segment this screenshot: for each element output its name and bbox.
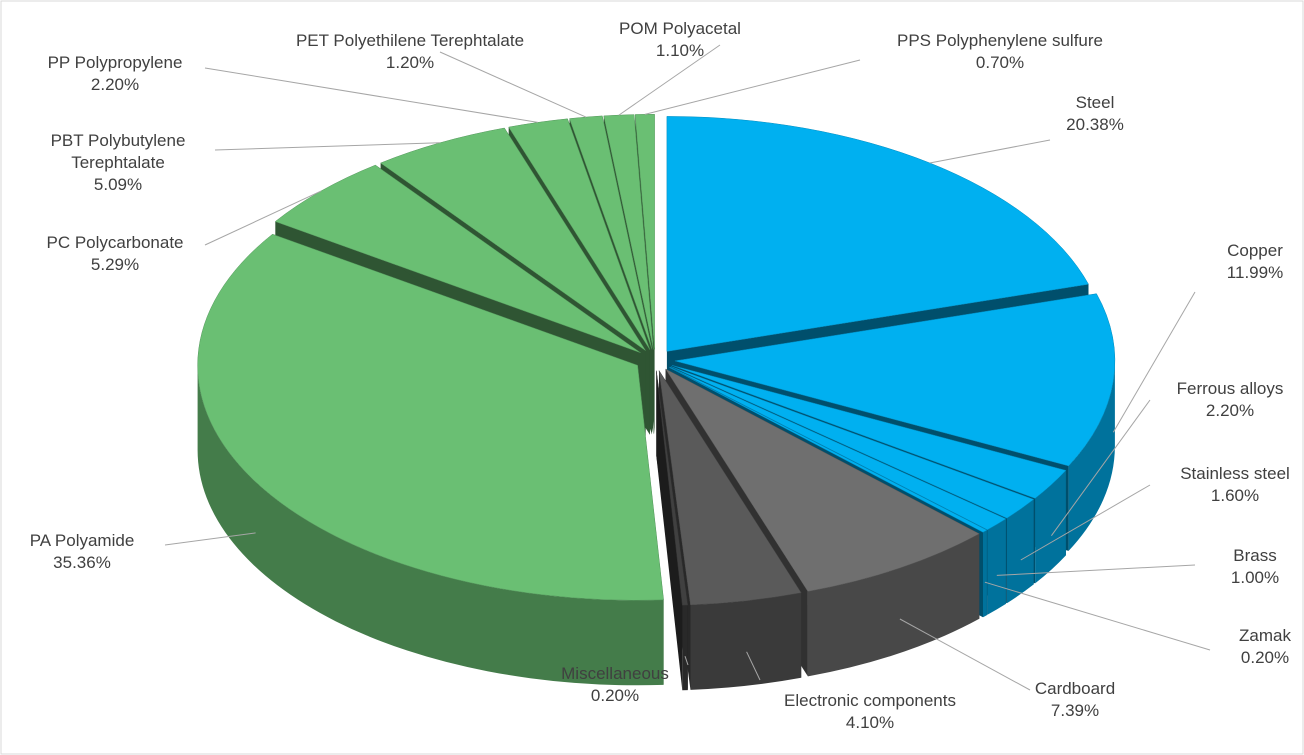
category-label: Cardboard	[1034, 679, 1116, 698]
slice-side	[987, 518, 1006, 615]
category-label: Copper	[1227, 241, 1283, 260]
leader-line	[1050, 399, 1151, 536]
data-label: Miscellaneous 0.20%	[561, 663, 669, 707]
data-label: Electronic components 4.10%	[784, 690, 956, 734]
category-label: PA Polyamide	[29, 531, 135, 550]
slice-side	[807, 533, 980, 677]
slice	[656, 370, 689, 606]
leader-line	[684, 656, 689, 666]
leader-line	[984, 581, 1211, 651]
leader-line	[204, 67, 538, 123]
value-label: 1.20%	[385, 53, 435, 72]
data-label: Cardboard 7.39%	[1035, 678, 1115, 722]
leader-line	[1112, 291, 1196, 433]
leader-line	[996, 564, 1196, 576]
slice	[508, 118, 651, 350]
category-label: PPS Polyphenylene sulfure	[896, 31, 1104, 50]
category-label: Miscellaneous	[561, 664, 669, 683]
slice	[669, 367, 988, 533]
category-label: Brass	[1233, 546, 1277, 565]
leader-line	[439, 51, 587, 118]
slice	[672, 365, 1067, 499]
category-label: Ferrous alloys	[1176, 379, 1284, 398]
slice-side	[1006, 499, 1034, 604]
category-label: PP Polypropylene	[47, 53, 183, 72]
value-label: 20.38%	[1066, 115, 1124, 134]
value-label: 11.99%	[1226, 263, 1284, 282]
slice-side	[197, 365, 664, 686]
leaders	[164, 44, 1211, 691]
data-label: Ferrous alloys 2.20%	[1177, 378, 1284, 422]
leader-line	[214, 142, 440, 151]
value-label: 4.10%	[845, 713, 895, 732]
category-label: Zamak	[1239, 626, 1291, 645]
value-label: 5.09%	[93, 175, 143, 194]
leader-line	[746, 651, 761, 681]
data-label: PC Polycarbonate 5.29%	[46, 232, 183, 276]
slice	[666, 116, 1089, 352]
leader-line	[618, 44, 721, 116]
slice-side	[983, 530, 987, 618]
category-label: Stainless steel	[1180, 464, 1290, 483]
data-label: PP Polypropylene 2.20%	[48, 52, 183, 96]
value-label: 2.20%	[90, 75, 140, 94]
value-label: 7.39%	[1050, 701, 1100, 720]
value-label: 1.00%	[1230, 568, 1280, 587]
data-label: Zamak 0.20%	[1239, 625, 1291, 669]
data-label: PBT Polybutylene Terephtalate 5.09%	[18, 130, 218, 196]
slice	[670, 366, 1035, 519]
slice	[658, 370, 802, 606]
value-label: 1.10%	[655, 41, 705, 60]
value-label: 35.36%	[53, 553, 111, 572]
category-label: Steel	[1075, 93, 1115, 112]
data-label: Brass 1.00%	[1231, 545, 1279, 589]
slice	[664, 368, 980, 592]
slice	[669, 366, 1007, 531]
category-label: Electronic components	[784, 691, 956, 710]
value-label: 0.20%	[1240, 648, 1290, 667]
slice	[274, 164, 641, 353]
slice-tops	[197, 114, 1116, 606]
category-label: PBT Polybutylene Terephtalate	[50, 131, 186, 172]
data-label: PA Polyamide 35.36%	[30, 530, 135, 574]
value-label: 0.20%	[590, 686, 640, 705]
leader-line	[929, 139, 1051, 164]
value-label: 5.29%	[90, 255, 140, 274]
data-label: PET Polyethilene Terephtalate 1.20%	[296, 30, 524, 74]
slice	[197, 233, 664, 601]
data-label: Steel 20.38%	[1066, 92, 1124, 136]
data-label: Copper 11.99%	[1227, 240, 1283, 284]
slice-side	[1068, 360, 1115, 551]
value-label: 2.20%	[1205, 401, 1255, 420]
value-label: 0.70%	[975, 53, 1025, 72]
leader-line	[899, 618, 1031, 691]
leader-line	[644, 59, 861, 115]
category-label: PC Polycarbonate	[46, 233, 184, 252]
slice-side	[682, 605, 688, 691]
data-label: PPS Polyphenylene sulfure 0.70%	[897, 30, 1103, 74]
value-label: 1.60%	[1210, 486, 1260, 505]
category-label: PET Polyethilene Terephtalate	[295, 31, 525, 50]
leader-line	[1020, 484, 1151, 561]
leader-line	[164, 532, 256, 546]
slice	[674, 293, 1116, 467]
slice	[380, 127, 646, 351]
data-label: POM Polyacetal 1.10%	[619, 18, 741, 62]
slice-face	[656, 370, 683, 691]
leader-line	[204, 190, 322, 246]
slice-side	[1035, 470, 1066, 584]
slice-side	[690, 592, 802, 690]
category-label: POM Polyacetal	[619, 19, 741, 38]
data-label: Stainless steel 1.60%	[1180, 463, 1290, 507]
